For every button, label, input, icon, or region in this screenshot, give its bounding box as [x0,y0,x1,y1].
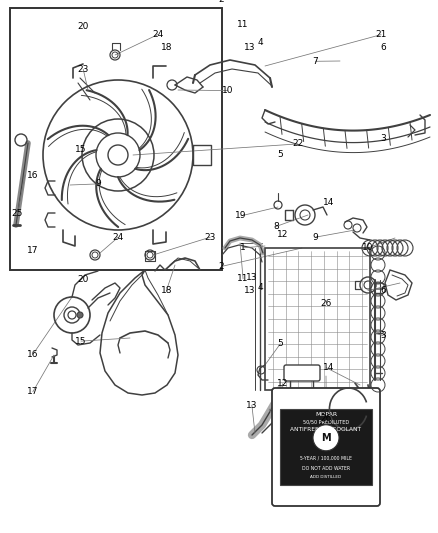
Text: 13: 13 [246,401,258,409]
Text: 26: 26 [321,300,332,308]
Text: 5: 5 [277,340,283,348]
Text: 18: 18 [161,286,172,295]
Bar [280,409,372,485]
Circle shape [313,425,339,451]
Text: 9: 9 [312,233,318,241]
Text: 15: 15 [75,145,87,154]
Text: 9: 9 [95,180,102,188]
Text: 18: 18 [161,44,172,52]
Text: 13: 13 [244,44,255,52]
Text: 2: 2 [219,262,224,271]
Text: 7: 7 [312,57,318,66]
Text: 12: 12 [277,379,288,388]
Text: 17: 17 [27,387,39,396]
Text: 16: 16 [27,350,39,359]
Bar [10,8,222,270]
Text: 24: 24 [113,233,124,241]
Text: 26: 26 [321,414,332,423]
Text: ANTIFREEZE / COOLANT: ANTIFREEZE / COOLANT [290,426,361,431]
Bar [265,248,370,390]
Text: 25: 25 [12,209,23,217]
Text: 21: 21 [375,30,387,39]
Text: 5: 5 [277,150,283,159]
Text: 15: 15 [75,337,87,345]
Text: 4: 4 [258,38,263,47]
Text: 16: 16 [27,172,39,180]
Text: 1: 1 [240,244,246,252]
Text: 5-YEAR / 100,000 MILE: 5-YEAR / 100,000 MILE [300,456,352,461]
Text: 3: 3 [380,134,386,143]
Text: 22: 22 [292,140,304,148]
Text: 8: 8 [273,222,279,231]
Text: 11: 11 [237,20,249,29]
Text: 13: 13 [246,273,258,281]
Text: ADD DISTILLED: ADD DISTILLED [311,475,342,479]
Text: 12: 12 [277,230,288,239]
FancyBboxPatch shape [272,388,380,506]
Text: 10: 10 [362,244,374,252]
Text: 23: 23 [78,65,89,74]
Text: 23: 23 [205,233,216,241]
Text: 4: 4 [258,284,263,292]
Text: 6: 6 [380,44,386,52]
Circle shape [77,312,83,318]
Text: 10: 10 [222,86,233,95]
FancyBboxPatch shape [284,365,320,381]
Text: 17: 17 [27,246,39,255]
Text: M: M [321,433,331,443]
Text: MOPAR: MOPAR [315,413,337,417]
Text: 20: 20 [78,22,89,31]
Text: 13: 13 [244,286,255,295]
Text: 20: 20 [78,276,89,284]
Text: DO NOT ADD WATER: DO NOT ADD WATER [302,466,350,471]
Text: 11: 11 [237,274,249,283]
Text: 50/50 PREDILUTED: 50/50 PREDILUTED [303,419,349,424]
Text: 14: 14 [323,364,334,372]
Text: 24: 24 [152,30,163,39]
Text: 3: 3 [380,332,386,340]
Text: 2: 2 [219,0,224,4]
Text: 19: 19 [235,212,247,220]
Text: 14: 14 [323,198,334,207]
Text: 6: 6 [380,286,386,295]
